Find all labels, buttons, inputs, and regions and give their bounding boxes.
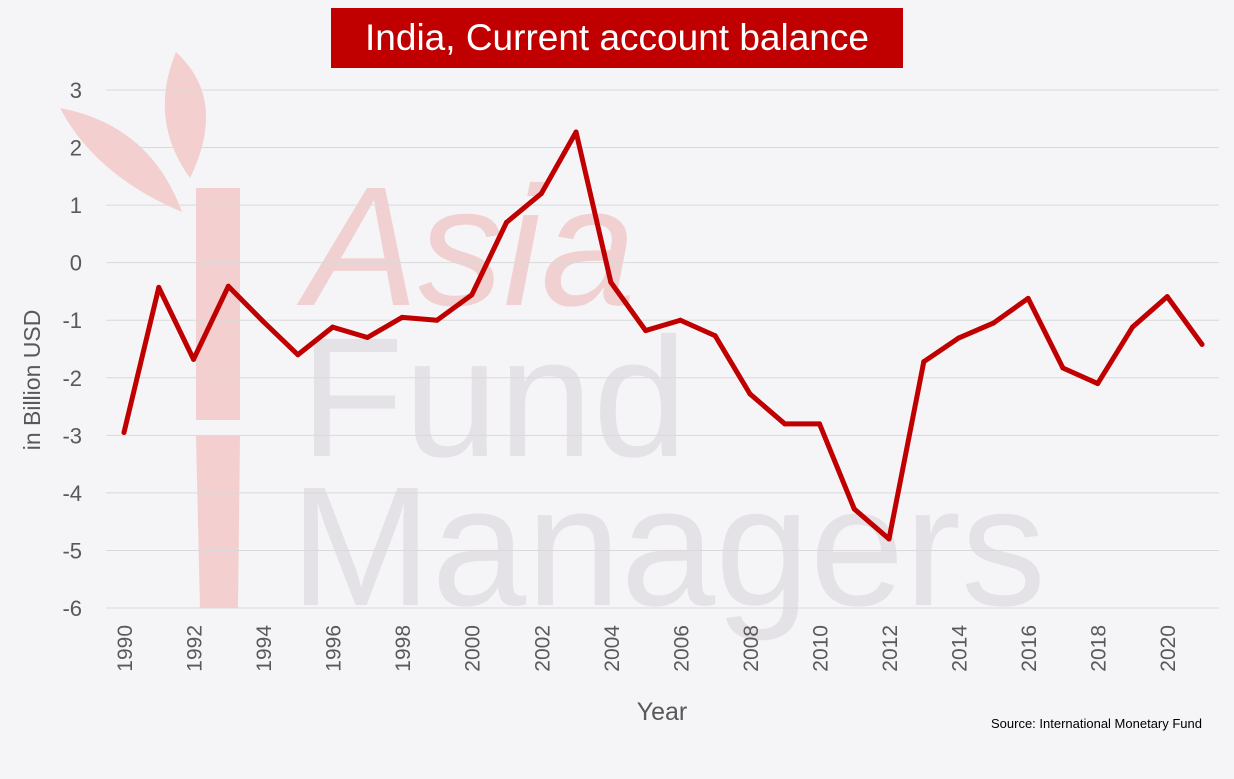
data-point — [573, 129, 579, 135]
y-tick-label: 2 — [70, 136, 82, 161]
x-tick-label: 1994 — [253, 625, 276, 672]
y-tick-label: -5 — [62, 538, 82, 563]
chart-title: India, Current account balance — [331, 8, 903, 68]
x-tick-label: 2002 — [531, 625, 554, 672]
watermark-text: Asia Fund Managers — [290, 152, 1046, 642]
y-axis-tick-labels: 3 2 1 0 -1 -2 -3 -4 -5 -6 — [62, 78, 82, 621]
x-tick-label: 2010 — [809, 625, 832, 672]
data-point — [399, 314, 405, 320]
x-tick-label: 1992 — [184, 625, 207, 672]
data-point — [921, 359, 927, 365]
x-tick-label: 2012 — [879, 625, 902, 672]
data-point — [677, 317, 683, 323]
x-tick-label: 2006 — [670, 625, 693, 672]
data-point — [1060, 365, 1066, 371]
data-point — [1164, 294, 1170, 300]
x-axis-tick-labels: 1990 1992 1994 1996 1998 2000 2002 2004 2006 2008… — [114, 625, 1180, 672]
data-point — [156, 284, 162, 290]
data-point — [643, 328, 649, 334]
data-point — [504, 219, 510, 225]
x-tick-label: 2016 — [1018, 625, 1041, 672]
data-point — [782, 421, 788, 427]
data-point — [364, 334, 370, 340]
y-tick-label: -3 — [62, 423, 82, 448]
data-point — [538, 191, 544, 197]
y-tick-label: -2 — [62, 366, 82, 391]
data-point — [191, 356, 197, 362]
x-tick-label: 2008 — [740, 625, 763, 672]
y-tick-label: -1 — [62, 308, 82, 333]
y-tick-label: 0 — [70, 251, 82, 276]
data-point — [1129, 324, 1135, 330]
x-tick-label: 2020 — [1157, 625, 1180, 672]
data-point — [1199, 341, 1205, 347]
data-point — [990, 320, 996, 326]
x-tick-label: 2004 — [601, 625, 624, 672]
data-point — [295, 352, 301, 358]
data-point — [469, 292, 475, 298]
data-point — [816, 421, 822, 427]
data-point — [121, 429, 127, 435]
x-axis-label: Year — [637, 698, 688, 726]
watermark-stem-bottom — [196, 436, 240, 608]
data-point — [330, 324, 336, 330]
series-line — [121, 129, 1205, 542]
gridlines — [106, 89, 1219, 609]
y-tick-label: -4 — [62, 481, 82, 506]
data-point — [956, 335, 962, 341]
y-axis-label: in Billion USD — [19, 310, 45, 451]
x-tick-label: 1996 — [323, 625, 346, 672]
y-tick-label: -6 — [62, 596, 82, 621]
watermark-word-asia: Asia — [296, 152, 636, 342]
y-tick-label: 3 — [70, 78, 82, 103]
data-point — [1025, 295, 1031, 301]
watermark-logo — [60, 52, 240, 608]
data-point — [851, 506, 857, 512]
data-point — [225, 283, 231, 289]
x-tick-label: 2014 — [949, 625, 972, 672]
y-tick-label: 1 — [70, 193, 82, 218]
data-point — [886, 536, 892, 542]
x-tick-label: 1998 — [392, 625, 415, 672]
data-point — [712, 333, 718, 339]
series-layer — [121, 129, 1205, 542]
data-point — [434, 317, 440, 323]
watermark-leaf-right — [164, 52, 207, 178]
data-point — [260, 318, 266, 324]
watermark-word-managers: Managers — [290, 452, 1046, 642]
data-point — [1095, 381, 1101, 387]
x-tick-label: 2018 — [1088, 625, 1111, 672]
data-point — [608, 279, 614, 285]
data-point — [747, 391, 753, 397]
watermark-leaf-left — [60, 108, 182, 212]
x-tick-label: 2000 — [462, 625, 485, 672]
source-note: Source: International Monetary Fund — [990, 716, 1202, 731]
x-tick-label: 1990 — [114, 625, 137, 672]
